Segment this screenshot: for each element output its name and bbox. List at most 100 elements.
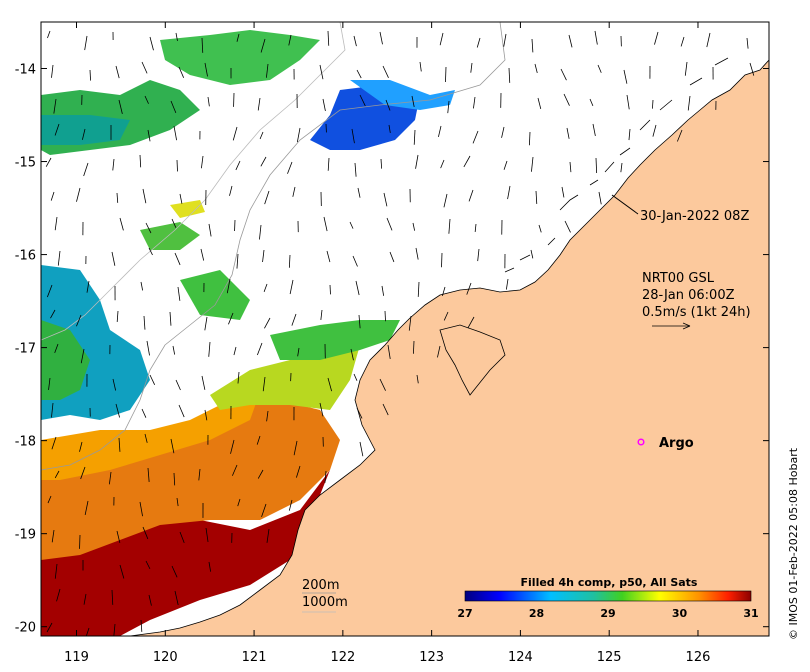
current-vector	[264, 317, 271, 329]
current-vector	[379, 31, 383, 45]
current-vector	[257, 97, 261, 111]
current-vector	[175, 32, 178, 41]
current-vector	[149, 36, 154, 51]
current-vector	[174, 590, 179, 606]
current-vector	[389, 251, 395, 263]
current-vector	[205, 527, 209, 542]
current-vector	[145, 222, 152, 234]
sst-patch-green-north	[160, 30, 320, 85]
colorbar-tick-label-3: 30	[672, 607, 688, 620]
current-vector	[289, 279, 294, 295]
current-vector	[51, 436, 57, 450]
current-vector	[445, 66, 447, 82]
current-vector	[323, 216, 328, 232]
current-vector	[204, 409, 208, 421]
current-vector	[89, 69, 91, 81]
current-vector	[54, 343, 59, 354]
current-vector	[262, 376, 266, 392]
current-vector	[263, 283, 268, 293]
current-vector	[260, 38, 266, 53]
current-vector	[256, 435, 261, 445]
sst-layer	[41, 30, 495, 636]
current-vector	[411, 95, 415, 108]
current-vector	[413, 340, 415, 354]
lat-tick-label-5: -19	[15, 528, 36, 543]
colorbar	[464, 590, 752, 602]
current-vector	[170, 100, 177, 114]
current-vector	[561, 186, 565, 198]
current-vector	[266, 528, 270, 543]
current-vector	[448, 218, 451, 234]
current-vector	[118, 99, 123, 114]
current-vector	[288, 34, 292, 46]
current-vector	[266, 410, 269, 422]
current-vector	[115, 65, 120, 79]
current-vector	[50, 191, 55, 201]
current-vector	[47, 495, 52, 504]
current-vector	[171, 565, 178, 578]
sst-patch-yellow-small	[170, 200, 205, 218]
current-vector	[563, 93, 570, 106]
sst-patch-green-south-west	[180, 270, 250, 320]
current-vector	[175, 379, 181, 391]
current-vector	[684, 61, 688, 76]
current-vector	[380, 158, 383, 169]
current-vector	[45, 157, 52, 167]
lat-tick-label-4: -18	[15, 435, 36, 450]
current-vector	[288, 499, 293, 511]
current-vector	[47, 30, 51, 39]
current-vector	[264, 190, 270, 205]
current-vector	[620, 162, 623, 173]
current-vector	[139, 501, 143, 517]
current-vector	[142, 188, 147, 204]
current-vector	[177, 286, 181, 301]
current-vector	[79, 441, 83, 452]
lat-tick-label-6: -20	[15, 621, 36, 636]
current-vector	[116, 192, 119, 203]
current-vector	[440, 159, 445, 169]
current-vector	[419, 61, 422, 72]
current-vector	[48, 377, 51, 390]
plot-frame	[40, 21, 770, 637]
current-vector	[113, 623, 116, 636]
isobath-1000m-label: 1000m	[302, 595, 348, 610]
current-vector	[320, 309, 323, 320]
current-vector	[200, 248, 205, 261]
current-vector	[476, 37, 481, 48]
current-vector	[237, 371, 240, 384]
current-vector	[235, 160, 241, 171]
current-vector	[531, 38, 534, 53]
current-vector	[139, 154, 142, 168]
current-vector	[589, 98, 594, 107]
current-vector	[112, 158, 115, 171]
lon-tick-label-6: 125	[597, 650, 622, 665]
current-vector	[466, 282, 472, 295]
current-vector	[623, 69, 628, 84]
current-vector	[352, 255, 358, 267]
lon-tick-label-4: 123	[419, 650, 444, 665]
sst-patch-yellow-green	[210, 345, 360, 410]
current-vector	[237, 498, 241, 507]
current-vector	[503, 33, 507, 47]
current-vector	[680, 36, 685, 47]
current-vector	[535, 190, 538, 204]
current-vector	[706, 32, 711, 48]
current-vector	[566, 127, 570, 139]
current-vector	[233, 346, 237, 356]
current-vector	[628, 128, 631, 141]
lon-tick-label-2: 121	[242, 650, 267, 665]
current-vector	[463, 155, 471, 168]
current-vector	[528, 131, 531, 146]
current-vector	[144, 433, 148, 443]
lat-tick-label-1: -15	[15, 156, 36, 171]
current-vector	[147, 467, 150, 482]
current-vector	[173, 472, 176, 486]
current-vector	[116, 530, 121, 544]
argo-label: Argo	[659, 436, 694, 451]
current-vector	[228, 312, 234, 325]
current-vector	[384, 310, 386, 322]
coastal-islands	[504, 57, 729, 273]
current-vector	[324, 470, 327, 483]
current-vector	[467, 316, 475, 329]
